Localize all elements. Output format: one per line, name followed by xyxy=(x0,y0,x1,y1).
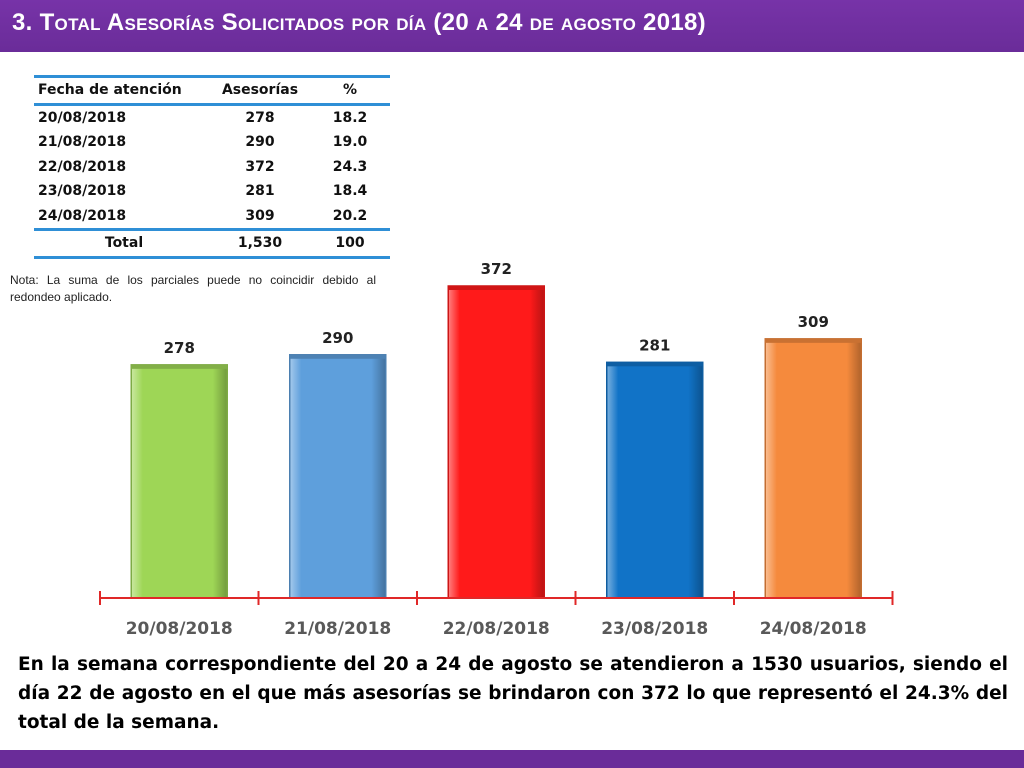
table-row: 20/08/2018 278 18.2 xyxy=(34,104,390,130)
cell-count: 278 xyxy=(245,109,275,126)
rounding-note: Nota: La suma de los parciales puede no … xyxy=(10,273,376,304)
x-tick-label: 20/08/2018 xyxy=(126,619,233,639)
x-tick-label: 22/08/2018 xyxy=(443,619,550,639)
cell-date: 24/08/2018 xyxy=(38,207,127,224)
cell-percent: 18.4 xyxy=(332,183,368,200)
table-row: 24/08/2018 309 20.2 xyxy=(34,204,390,230)
bar xyxy=(130,364,228,599)
data-label: 372 xyxy=(481,260,512,278)
cell-date: 20/08/2018 xyxy=(38,109,127,126)
bar xyxy=(447,285,545,599)
table-row: 23/08/2018 281 18.4 xyxy=(34,179,390,204)
total-percent: 100 xyxy=(335,235,365,252)
bar xyxy=(606,361,704,599)
table-header-row: Fecha de atención Asesorías % xyxy=(34,76,390,104)
total-count: 1,530 xyxy=(237,235,283,252)
cell-count: 290 xyxy=(245,134,275,151)
x-tick-label: 23/08/2018 xyxy=(601,619,708,639)
bar-top-edge xyxy=(606,362,703,367)
cell-percent: 20.2 xyxy=(332,207,368,224)
slide-title: 3. Total Asesorías Solicitados por día (… xyxy=(12,9,706,36)
cell-percent: 18.2 xyxy=(332,109,368,126)
cell-date: 22/08/2018 xyxy=(38,158,127,175)
data-label: 309 xyxy=(798,313,829,331)
bottom-bar xyxy=(0,750,1024,768)
bar-top-edge xyxy=(131,364,228,369)
bar-top-edge xyxy=(289,354,386,359)
summary-paragraph: En la semana correspondiente del 20 a 24… xyxy=(18,654,1008,733)
cell-percent: 24.3 xyxy=(332,158,368,175)
bar-top-edge xyxy=(448,286,545,290)
cell-date: 21/08/2018 xyxy=(38,134,127,151)
header-asesorias: Asesorías xyxy=(221,82,299,99)
bar xyxy=(764,338,862,599)
data-label: 290 xyxy=(322,329,353,347)
data-label: 278 xyxy=(164,339,195,357)
cell-percent: 19.0 xyxy=(332,134,368,151)
table-total-row: Total 1,530 100 xyxy=(34,229,390,257)
table-row: 22/08/2018 372 24.3 xyxy=(34,155,390,180)
cell-count: 372 xyxy=(245,158,275,175)
cell-count: 309 xyxy=(245,207,275,224)
bar xyxy=(289,354,387,599)
cell-date: 23/08/2018 xyxy=(38,183,127,200)
cell-count: 281 xyxy=(245,183,275,200)
header-percent: % xyxy=(342,82,358,99)
header-fecha: Fecha de atención xyxy=(38,82,182,99)
total-label: Total xyxy=(104,235,144,252)
bar-top-edge xyxy=(765,338,862,343)
x-tick-label: 24/08/2018 xyxy=(760,619,867,639)
table-row: 21/08/2018 290 19.0 xyxy=(34,130,390,155)
x-tick-label: 21/08/2018 xyxy=(284,619,391,639)
bar-chart: 278 20/08/2018 290 21/08/2018 372 22/08/2018 2… xyxy=(99,260,894,639)
title-bar: 3. Total Asesorías Solicitados por día (… xyxy=(0,0,1024,52)
data-label: 281 xyxy=(639,336,670,354)
data-table: Fecha de atención Asesorías % 20/08/2018… xyxy=(34,75,390,259)
